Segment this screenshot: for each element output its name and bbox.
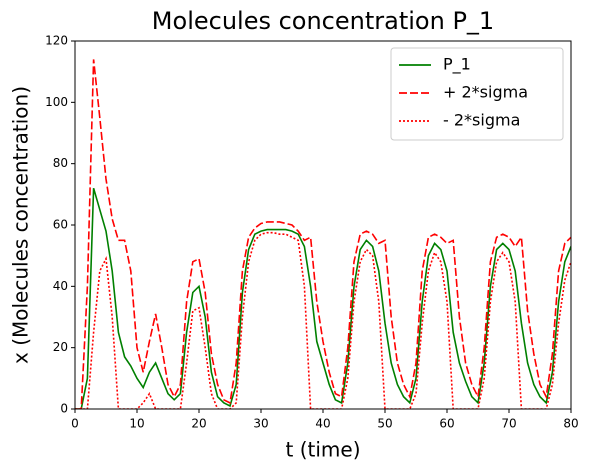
y-tick-label: 100	[45, 95, 68, 109]
x-tick-label: 0	[71, 417, 79, 431]
x-tick-label: 60	[439, 417, 454, 431]
plot-frame	[74, 40, 572, 410]
x-tick-label: 10	[129, 417, 144, 431]
y-axis-label: x (Molecules concentration)	[9, 86, 33, 364]
legend-label: + 2*sigma	[443, 83, 528, 102]
x-tick-label: 50	[377, 417, 392, 431]
x-tick-label: 80	[563, 417, 578, 431]
line-series	[75, 187, 571, 409]
y-tick-label: 20	[53, 340, 68, 354]
y-tick-label: 0	[60, 402, 68, 416]
legend-label: - 2*sigma	[443, 111, 520, 130]
x-tick-label: 20	[191, 417, 206, 431]
y-tick-label: 60	[53, 218, 68, 232]
legend-label: P_1	[443, 55, 471, 75]
legend-box	[390, 47, 564, 141]
line-series	[75, 59, 571, 409]
line-series	[75, 231, 571, 409]
y-tick-label: 40	[53, 279, 68, 293]
x-tick-label: 30	[253, 417, 268, 431]
x-tick-label: 40	[315, 417, 330, 431]
y-tick-label: 80	[53, 156, 68, 170]
chart-title: Molecules concentration P_1	[152, 7, 494, 35]
x-tick-label: 70	[501, 417, 516, 431]
x-axis-label: t (time)	[286, 438, 361, 462]
y-tick-label: 120	[45, 34, 68, 48]
